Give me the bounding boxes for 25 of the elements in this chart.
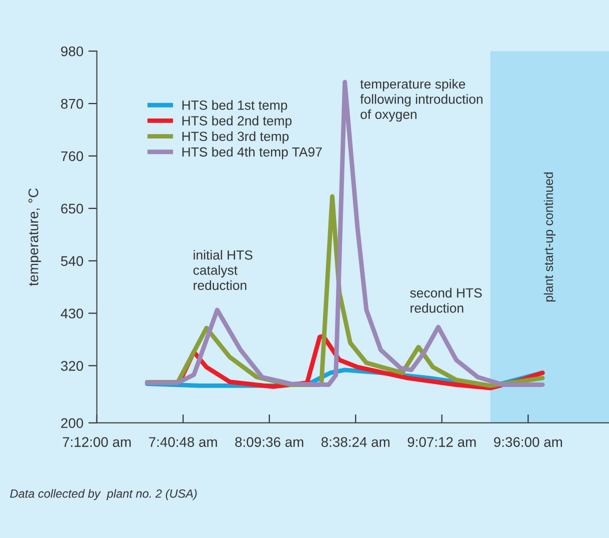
text: Data collected by plant no. 2 (USA) [10, 489, 197, 500]
legend-label: HTS bed 2nd temp [182, 116, 292, 128]
y-tick-label: 430 [60, 308, 84, 318]
x-tick-label: 7:12:00 am [62, 437, 131, 447]
x-tick-label: 8:09:36 am [235, 437, 304, 447]
x-tick-label: 8:38:24 am [321, 437, 390, 447]
y-tick-label: 320 [60, 361, 84, 371]
annotation: temperature spike following introduction of oxygen [360, 78, 482, 122]
annotation: second HTS reduction [410, 288, 482, 313]
y-tick-label: 200 [61, 418, 84, 428]
legend-label: HTS bed 4th temp TA97 [182, 146, 322, 160]
y-axis-title: temperature, °C [28, 188, 42, 286]
y-tick-label: 650 [61, 204, 84, 214]
annotation: initial HTS catalyst reduction [193, 250, 252, 290]
legend-label: HTS bed 1st temp [182, 100, 288, 112]
y-tick-label: 760 [61, 151, 84, 162]
x-tick-label: 9:07:12 am [408, 437, 476, 447]
x-tick-label: 7:40:48 am [149, 437, 217, 447]
y-tick-label: 980 [61, 46, 84, 56]
y-tick-label: 870 [61, 98, 84, 109]
line-series [144, 80, 545, 387]
legend-label: HTS bed 3rd temp [182, 131, 289, 144]
x-tick-label: 9:36:00 am [494, 437, 562, 447]
band-label: plant start-up continued [544, 172, 556, 302]
y-tick-label: 540 [61, 256, 84, 266]
